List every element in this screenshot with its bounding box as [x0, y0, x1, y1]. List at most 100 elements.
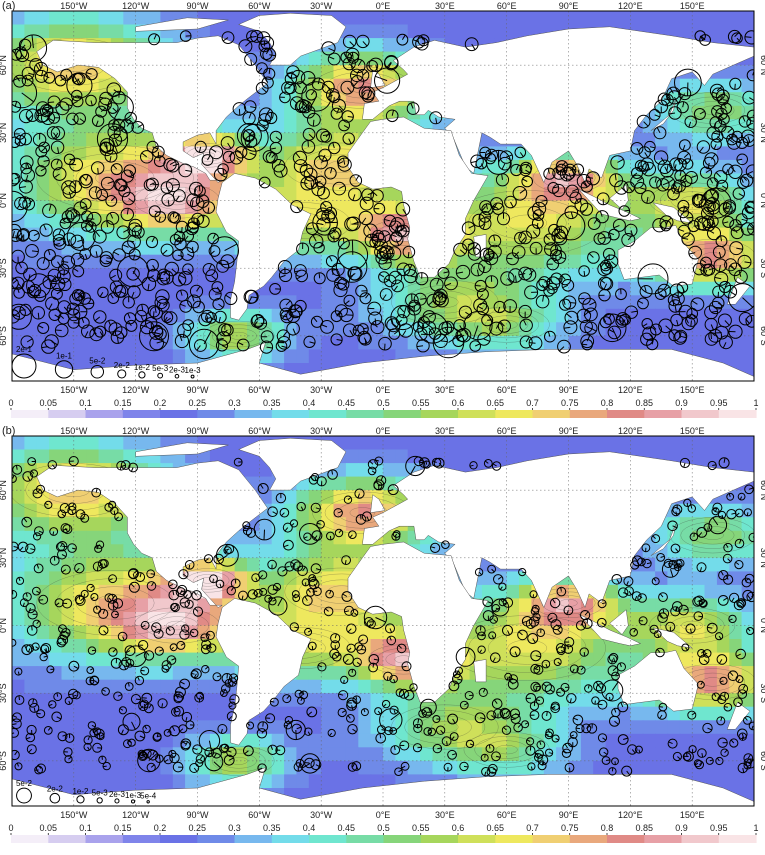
- field-cell: [643, 626, 656, 640]
- field-cell: [507, 11, 520, 25]
- sample-marker-tick: [375, 319, 376, 326]
- lon-label-top: 90°E: [559, 1, 579, 11]
- sample-marker-tick: [343, 238, 344, 244]
- field-cell: [667, 436, 680, 450]
- field-cell: [259, 558, 272, 572]
- field-cell: [692, 626, 705, 640]
- colorbar-segment: [607, 410, 645, 418]
- field-cell: [222, 11, 235, 25]
- field-cell: [445, 11, 458, 25]
- field-cell: [74, 322, 87, 336]
- sample-marker-tick: [74, 323, 80, 324]
- colorbar-tick-label: 1: [753, 398, 758, 408]
- field-cell: [74, 160, 87, 174]
- field-cell: [569, 680, 582, 694]
- colorbar-tick-label: 0.1: [79, 398, 92, 408]
- field-cell: [62, 653, 75, 667]
- sample-marker-tick: [323, 135, 329, 136]
- field-cell: [655, 639, 668, 653]
- field-cell: [321, 571, 334, 585]
- field-cell: [383, 463, 396, 477]
- field-cell: [148, 228, 161, 242]
- field-cell: [210, 295, 223, 309]
- field-cell: [420, 11, 433, 25]
- field-cell: [593, 639, 606, 653]
- sample-marker-tick: [64, 270, 65, 277]
- field-cell: [62, 119, 75, 133]
- field-cell: [160, 255, 173, 269]
- field-cell: [321, 666, 334, 680]
- lat-label-left: 30°S: [0, 258, 8, 278]
- field-cell: [531, 228, 544, 242]
- colorbar-segment: [495, 410, 533, 418]
- field-cell: [12, 504, 25, 518]
- field-cell: [296, 490, 309, 504]
- field-cell: [383, 450, 396, 464]
- field-cell: [37, 450, 50, 464]
- field-cell: [222, 436, 235, 450]
- field-cell: [247, 571, 260, 585]
- field-cell: [24, 571, 37, 585]
- field-cell: [482, 436, 495, 450]
- field-cell: [210, 653, 223, 667]
- field-cell: [556, 680, 569, 694]
- field-cell: [24, 477, 37, 491]
- field-cell: [470, 11, 483, 25]
- field-cell: [74, 436, 87, 450]
- field-cell: [222, 160, 235, 174]
- field-cell: [160, 639, 173, 653]
- field-cell: [37, 571, 50, 585]
- field-cell: [445, 25, 458, 39]
- field-cell: [74, 490, 87, 504]
- field-cell: [74, 517, 87, 531]
- field-cell: [358, 349, 371, 363]
- field-cell: [717, 707, 730, 721]
- sample-marker-tick: [507, 258, 513, 259]
- field-cell: [680, 25, 693, 39]
- colorbar-tick-label: 0.9: [675, 398, 688, 408]
- field-cell: [606, 598, 619, 612]
- colorbar-tick-label: 0.7: [526, 398, 539, 408]
- field-cell: [173, 653, 186, 667]
- field-cell: [729, 11, 742, 25]
- lat-label-right: 60°S: [759, 326, 765, 346]
- field-cell: [148, 680, 161, 694]
- field-cell: [383, 295, 396, 309]
- sample-marker-tick: [332, 269, 333, 275]
- field-cell: [445, 707, 458, 721]
- field-cell: [519, 11, 532, 25]
- field-cell: [86, 146, 99, 160]
- scale-legend-label: 5e-3: [152, 364, 169, 373]
- field-cell: [24, 639, 37, 653]
- colorbar-segment: [123, 410, 161, 418]
- field-cell: [321, 707, 334, 721]
- colorbar-segment: [160, 410, 198, 418]
- field-cell: [717, 585, 730, 599]
- field-cell: [692, 133, 705, 147]
- field-cell: [433, 25, 446, 39]
- field-cell: [692, 336, 705, 350]
- field-cell: [49, 680, 62, 694]
- sample-marker-tick: [208, 208, 209, 214]
- field-cell: [37, 504, 50, 518]
- field-cell: [12, 653, 25, 667]
- sample-marker-tick: [408, 252, 409, 258]
- colorbar-tick-label: 0.95: [710, 398, 728, 408]
- field-cell: [742, 268, 755, 282]
- colorbar-segment: [421, 410, 459, 418]
- field-cell: [445, 436, 458, 450]
- field-cell: [470, 25, 483, 39]
- field-cell: [334, 693, 347, 707]
- field-cell: [284, 490, 297, 504]
- field-cell: [309, 612, 322, 626]
- field-cell: [494, 585, 507, 599]
- field-cell: [136, 133, 149, 147]
- field-cell: [99, 336, 112, 350]
- field-cell: [12, 146, 25, 160]
- field-cell: [507, 693, 520, 707]
- field-cell: [581, 241, 594, 255]
- field-cell: [334, 612, 347, 626]
- colorbar-segment: [48, 410, 86, 418]
- colorbar-tick-label: 0.45: [337, 398, 355, 408]
- field-cell: [680, 11, 693, 25]
